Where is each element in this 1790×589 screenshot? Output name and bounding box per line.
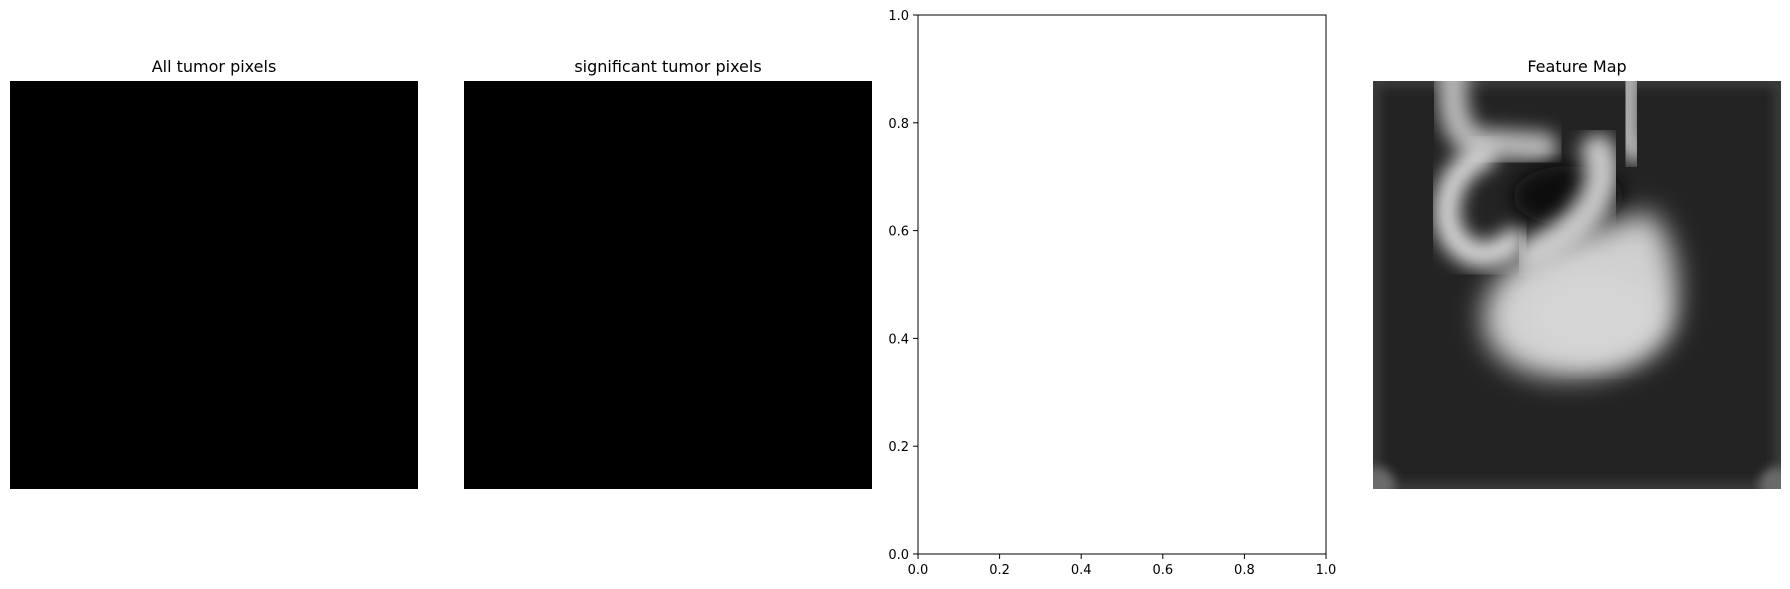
panel-title-significant-tumor-pixels: significant tumor pixels bbox=[574, 57, 762, 76]
x-tick-label: 0.8 bbox=[1234, 563, 1255, 578]
x-tick-label: 0.6 bbox=[1152, 563, 1173, 578]
y-tick-label: 0.2 bbox=[888, 440, 909, 455]
x-tick-label: 0.4 bbox=[1071, 563, 1092, 578]
x-tick-label: 1.0 bbox=[1316, 563, 1337, 578]
panel-title-feature-map: Feature Map bbox=[1527, 57, 1627, 76]
axes-frame bbox=[917, 14, 1327, 555]
y-tick-label: 0.8 bbox=[888, 117, 909, 132]
significant-tumor-pixels-image bbox=[464, 81, 872, 489]
y-tick-label: 0.0 bbox=[888, 548, 909, 563]
x-tick-label: 0.0 bbox=[908, 563, 929, 578]
feature-map-image bbox=[1373, 81, 1781, 489]
y-tick-label: 1.0 bbox=[888, 9, 909, 24]
all-tumor-pixels-image bbox=[10, 81, 418, 489]
panel-title-all-tumor-pixels: All tumor pixels bbox=[151, 57, 277, 76]
y-tick-label: 0.4 bbox=[888, 332, 909, 347]
y-tick-label: 0.6 bbox=[888, 225, 909, 240]
x-tick-label: 0.2 bbox=[989, 563, 1010, 578]
